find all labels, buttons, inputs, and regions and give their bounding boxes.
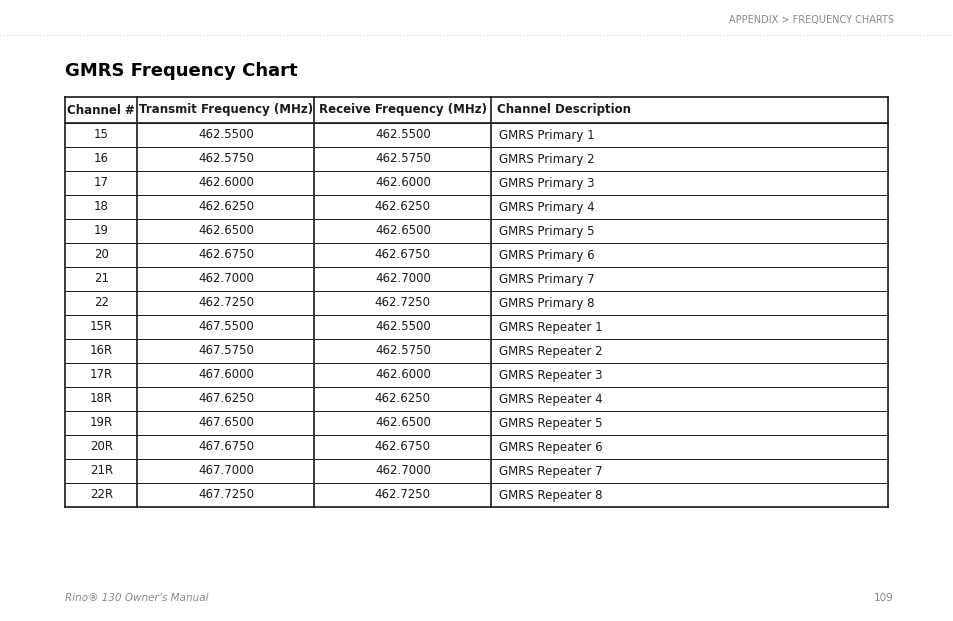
Text: 20R: 20R <box>90 440 112 453</box>
Text: 462.6250: 462.6250 <box>375 201 431 214</box>
Text: 462.6000: 462.6000 <box>375 368 431 381</box>
Text: 18R: 18R <box>90 392 112 406</box>
Text: 16R: 16R <box>90 345 112 358</box>
Text: GMRS Primary 5: GMRS Primary 5 <box>498 225 594 237</box>
Text: 467.6250: 467.6250 <box>197 392 253 406</box>
Text: GMRS Primary 8: GMRS Primary 8 <box>498 296 594 309</box>
Text: 17R: 17R <box>90 368 112 381</box>
Text: GMRS Primary 7: GMRS Primary 7 <box>498 273 595 286</box>
Text: GMRS Repeater 8: GMRS Repeater 8 <box>498 489 602 502</box>
Text: Transmit Frequency (MHz): Transmit Frequency (MHz) <box>139 104 313 117</box>
Text: GMRS Primary 6: GMRS Primary 6 <box>498 248 595 261</box>
Text: 18: 18 <box>93 201 109 214</box>
Text: GMRS Repeater 3: GMRS Repeater 3 <box>498 368 602 381</box>
Text: 462.7000: 462.7000 <box>375 465 431 478</box>
Text: 462.7000: 462.7000 <box>198 273 253 286</box>
Text: 467.7000: 467.7000 <box>198 465 253 478</box>
Text: 467.5750: 467.5750 <box>198 345 253 358</box>
Text: 462.7000: 462.7000 <box>375 273 431 286</box>
Text: Rino® 130 Owner’s Manual: Rino® 130 Owner’s Manual <box>65 593 209 603</box>
Text: 16: 16 <box>93 153 109 166</box>
Text: 15: 15 <box>93 129 109 142</box>
Text: Channel Description: Channel Description <box>497 104 631 117</box>
Text: GMRS Repeater 7: GMRS Repeater 7 <box>498 465 602 478</box>
Text: GMRS Primary 3: GMRS Primary 3 <box>498 176 594 189</box>
Text: 19R: 19R <box>90 417 112 430</box>
Text: GMRS Repeater 5: GMRS Repeater 5 <box>498 417 602 430</box>
Text: 462.6750: 462.6750 <box>375 248 431 261</box>
Text: 15R: 15R <box>90 320 112 333</box>
Text: 462.6000: 462.6000 <box>198 176 253 189</box>
Text: 19: 19 <box>93 225 109 237</box>
Text: GMRS Repeater 6: GMRS Repeater 6 <box>498 440 602 453</box>
Text: 462.6500: 462.6500 <box>198 225 253 237</box>
Text: 462.5500: 462.5500 <box>375 129 430 142</box>
Text: 467.6000: 467.6000 <box>198 368 253 381</box>
Text: GMRS Primary 2: GMRS Primary 2 <box>498 153 595 166</box>
Text: 462.6250: 462.6250 <box>375 392 431 406</box>
Text: 462.5750: 462.5750 <box>198 153 253 166</box>
Text: 462.5750: 462.5750 <box>375 153 431 166</box>
Text: 467.5500: 467.5500 <box>198 320 253 333</box>
Text: 462.7250: 462.7250 <box>197 296 253 309</box>
Text: 467.6750: 467.6750 <box>197 440 253 453</box>
Text: 462.5500: 462.5500 <box>375 320 430 333</box>
Text: GMRS Repeater 2: GMRS Repeater 2 <box>498 345 602 358</box>
Text: 20: 20 <box>93 248 109 261</box>
Text: 22: 22 <box>93 296 109 309</box>
Text: Receive Frequency (MHz): Receive Frequency (MHz) <box>318 104 486 117</box>
Text: 462.6500: 462.6500 <box>375 417 431 430</box>
Text: GMRS Repeater 1: GMRS Repeater 1 <box>498 320 602 333</box>
Text: 462.6750: 462.6750 <box>197 248 253 261</box>
Text: 462.6750: 462.6750 <box>375 440 431 453</box>
Text: 467.7250: 467.7250 <box>197 489 253 502</box>
Text: APPENDIX > FREQUENCY CHARTS: APPENDIX > FREQUENCY CHARTS <box>728 15 893 25</box>
Text: 462.7250: 462.7250 <box>375 296 431 309</box>
Text: 462.7250: 462.7250 <box>375 489 431 502</box>
Text: GMRS Primary 4: GMRS Primary 4 <box>498 201 595 214</box>
Text: 21: 21 <box>93 273 109 286</box>
Text: 462.6250: 462.6250 <box>197 201 253 214</box>
Text: GMRS Repeater 4: GMRS Repeater 4 <box>498 392 602 406</box>
Text: 109: 109 <box>873 593 893 603</box>
Text: 462.6000: 462.6000 <box>375 176 431 189</box>
Text: GMRS Primary 1: GMRS Primary 1 <box>498 129 595 142</box>
Text: 462.5750: 462.5750 <box>375 345 431 358</box>
Text: 462.6500: 462.6500 <box>375 225 431 237</box>
Text: 17: 17 <box>93 176 109 189</box>
Text: 467.6500: 467.6500 <box>198 417 253 430</box>
Text: GMRS Frequency Chart: GMRS Frequency Chart <box>65 62 297 80</box>
Text: 462.5500: 462.5500 <box>198 129 253 142</box>
Text: Channel #: Channel # <box>68 104 135 117</box>
Text: 22R: 22R <box>90 489 112 502</box>
Text: 21R: 21R <box>90 465 112 478</box>
